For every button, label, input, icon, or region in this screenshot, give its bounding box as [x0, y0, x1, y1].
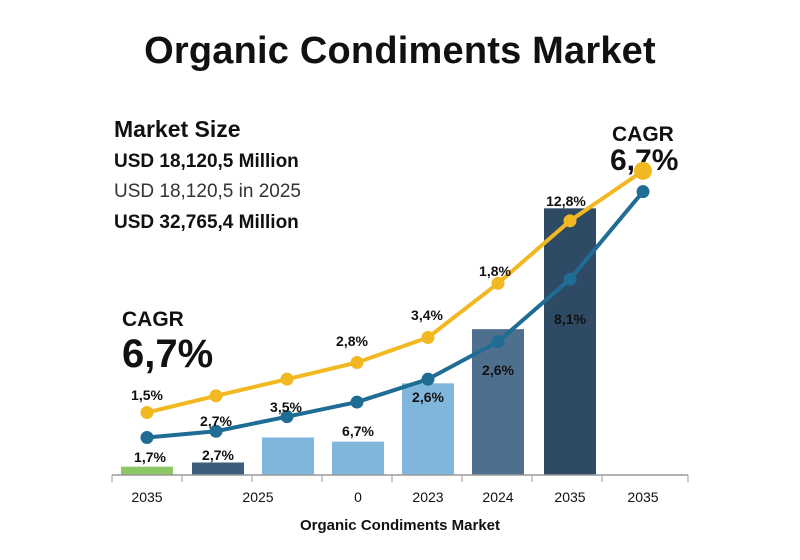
series-1-label-1: 2,7% [200, 413, 232, 429]
cagr-right-label: CAGR [612, 123, 674, 146]
market-size-line-1: USD 18,120,5 Million [114, 151, 299, 172]
market-size-heading: Market Size [114, 116, 241, 142]
cagr-left-value: 6,7% [122, 332, 214, 376]
series-line-1 [145, 189, 645, 440]
bar-label-6: 8,1% [554, 311, 586, 327]
series-0-label-4: 3,4% [411, 307, 443, 323]
series-1-point-1 [209, 424, 223, 438]
bar-5 [472, 329, 524, 475]
series-1-point-5 [491, 335, 505, 349]
bar-2 [262, 437, 314, 475]
series-0-point-2 [280, 372, 294, 386]
bar-label-1: 2,7% [202, 447, 234, 463]
x-tick-label-3: 2023 [412, 489, 443, 505]
x-tick-label-6: 2035 [627, 489, 658, 505]
series-0-point-4 [421, 331, 435, 344]
chart-title: Organic Condiments Market [144, 30, 656, 72]
x-tick-label-2: 0 [354, 489, 362, 505]
series-0-point-7 [634, 161, 652, 180]
series-1-point-0 [140, 431, 154, 444]
x-tick-label-0: 2035 [131, 489, 162, 505]
series-1-point-3 [350, 395, 364, 409]
market-size-line-2: USD 18,120,5 in 2025 [114, 181, 301, 202]
bar-label-4: 2,6% [412, 389, 444, 405]
series-0-point-1 [209, 389, 223, 403]
series-0-label-6: 12,8% [546, 193, 586, 209]
series-1-point-6 [563, 272, 577, 286]
bar-6 [544, 208, 596, 476]
series-1-label-2: 3,5% [270, 399, 302, 415]
bar-4 [402, 383, 454, 475]
series-0-point-5 [491, 276, 505, 290]
series-1-point-4 [421, 372, 435, 386]
series-1-point-2 [280, 410, 294, 424]
cagr-left-label: CAGR [122, 308, 184, 331]
series-1-point-7 [636, 185, 650, 199]
series-line-0 [145, 168, 645, 415]
x-axis-label: Organic Condiments Market [299, 517, 501, 534]
series-0-label-3: 2,8% [336, 333, 368, 349]
x-tick-label-1: 2025 [242, 489, 273, 505]
series-0-label-0: 1,5% [131, 387, 163, 403]
bar-1 [192, 462, 244, 475]
series-0-point-0 [140, 406, 154, 419]
bar-label-3: 6,7% [342, 423, 374, 439]
series-0-label-5: 1,8% [479, 263, 511, 279]
x-tick-label-4: 2024 [482, 489, 513, 505]
bar-label-5: 2,6% [482, 362, 514, 378]
series-0-point-6 [563, 214, 577, 228]
bar-3 [332, 441, 384, 475]
x-tick-label-5: 2035 [554, 489, 585, 505]
bar-0 [121, 466, 173, 475]
series-0-point-3 [350, 356, 364, 369]
bar-label-0: 1,7% [134, 449, 166, 465]
market-size-line-3: USD 32,765,4 Million [114, 212, 299, 233]
